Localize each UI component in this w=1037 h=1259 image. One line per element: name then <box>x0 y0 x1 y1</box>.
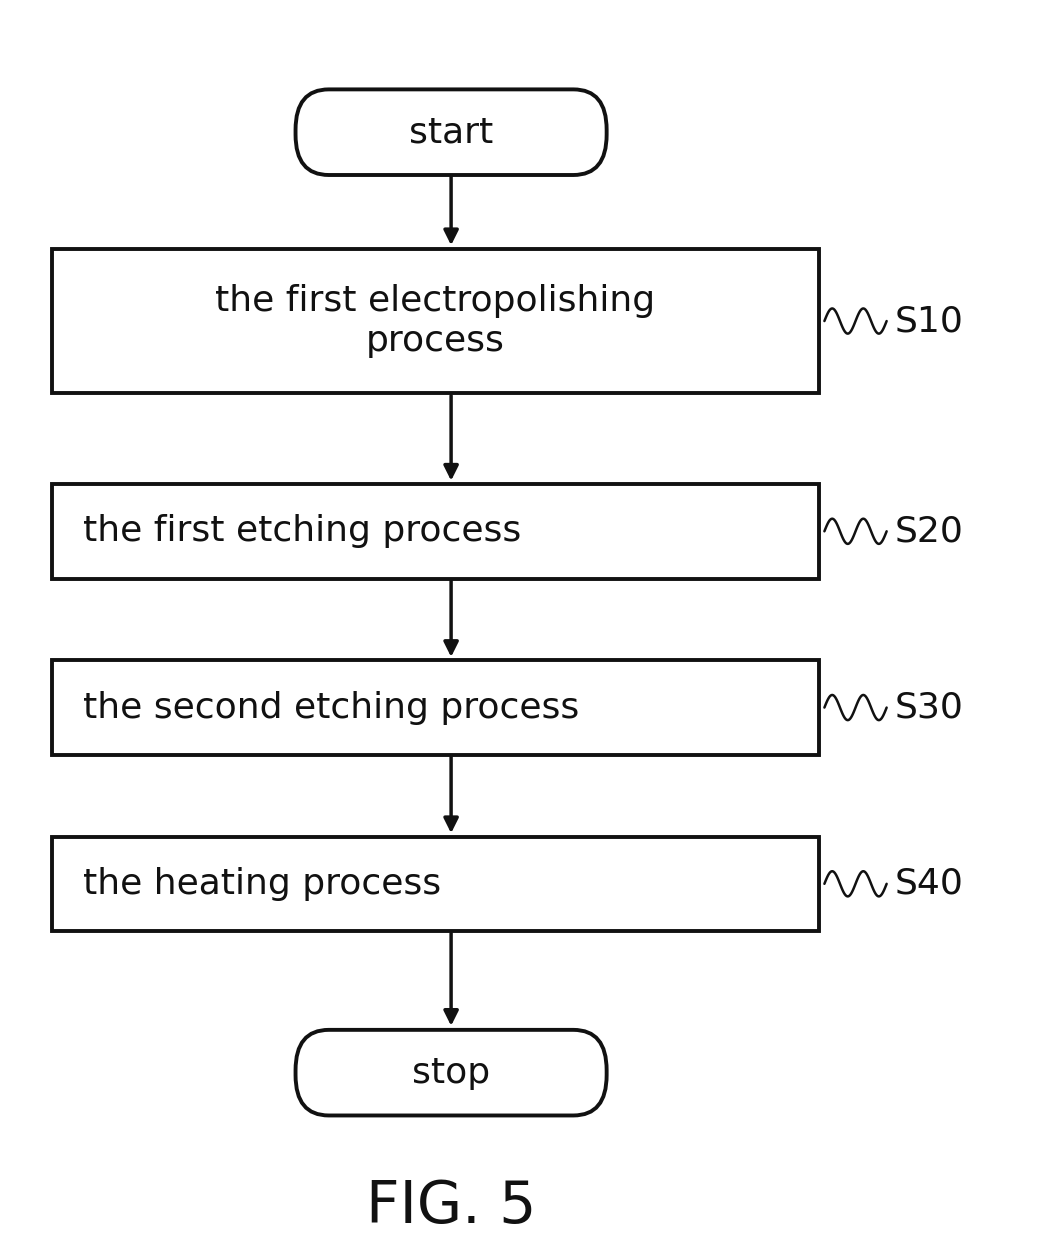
Text: the second etching process: the second etching process <box>83 690 580 725</box>
Text: the heating process: the heating process <box>83 866 441 901</box>
Bar <box>52 249 819 393</box>
Text: FIG. 5: FIG. 5 <box>366 1177 536 1235</box>
FancyBboxPatch shape <box>296 89 607 175</box>
Bar <box>52 660 819 754</box>
Bar <box>52 485 819 579</box>
Text: start: start <box>409 115 494 150</box>
Bar <box>52 836 819 932</box>
Text: S30: S30 <box>895 690 963 725</box>
Text: the first etching process: the first etching process <box>83 514 522 549</box>
Text: S20: S20 <box>895 514 963 549</box>
Text: the first electropolishing
process: the first electropolishing process <box>216 285 655 358</box>
Text: S10: S10 <box>895 303 963 339</box>
FancyBboxPatch shape <box>296 1030 607 1115</box>
Text: S40: S40 <box>895 866 963 901</box>
Text: stop: stop <box>412 1055 491 1090</box>
